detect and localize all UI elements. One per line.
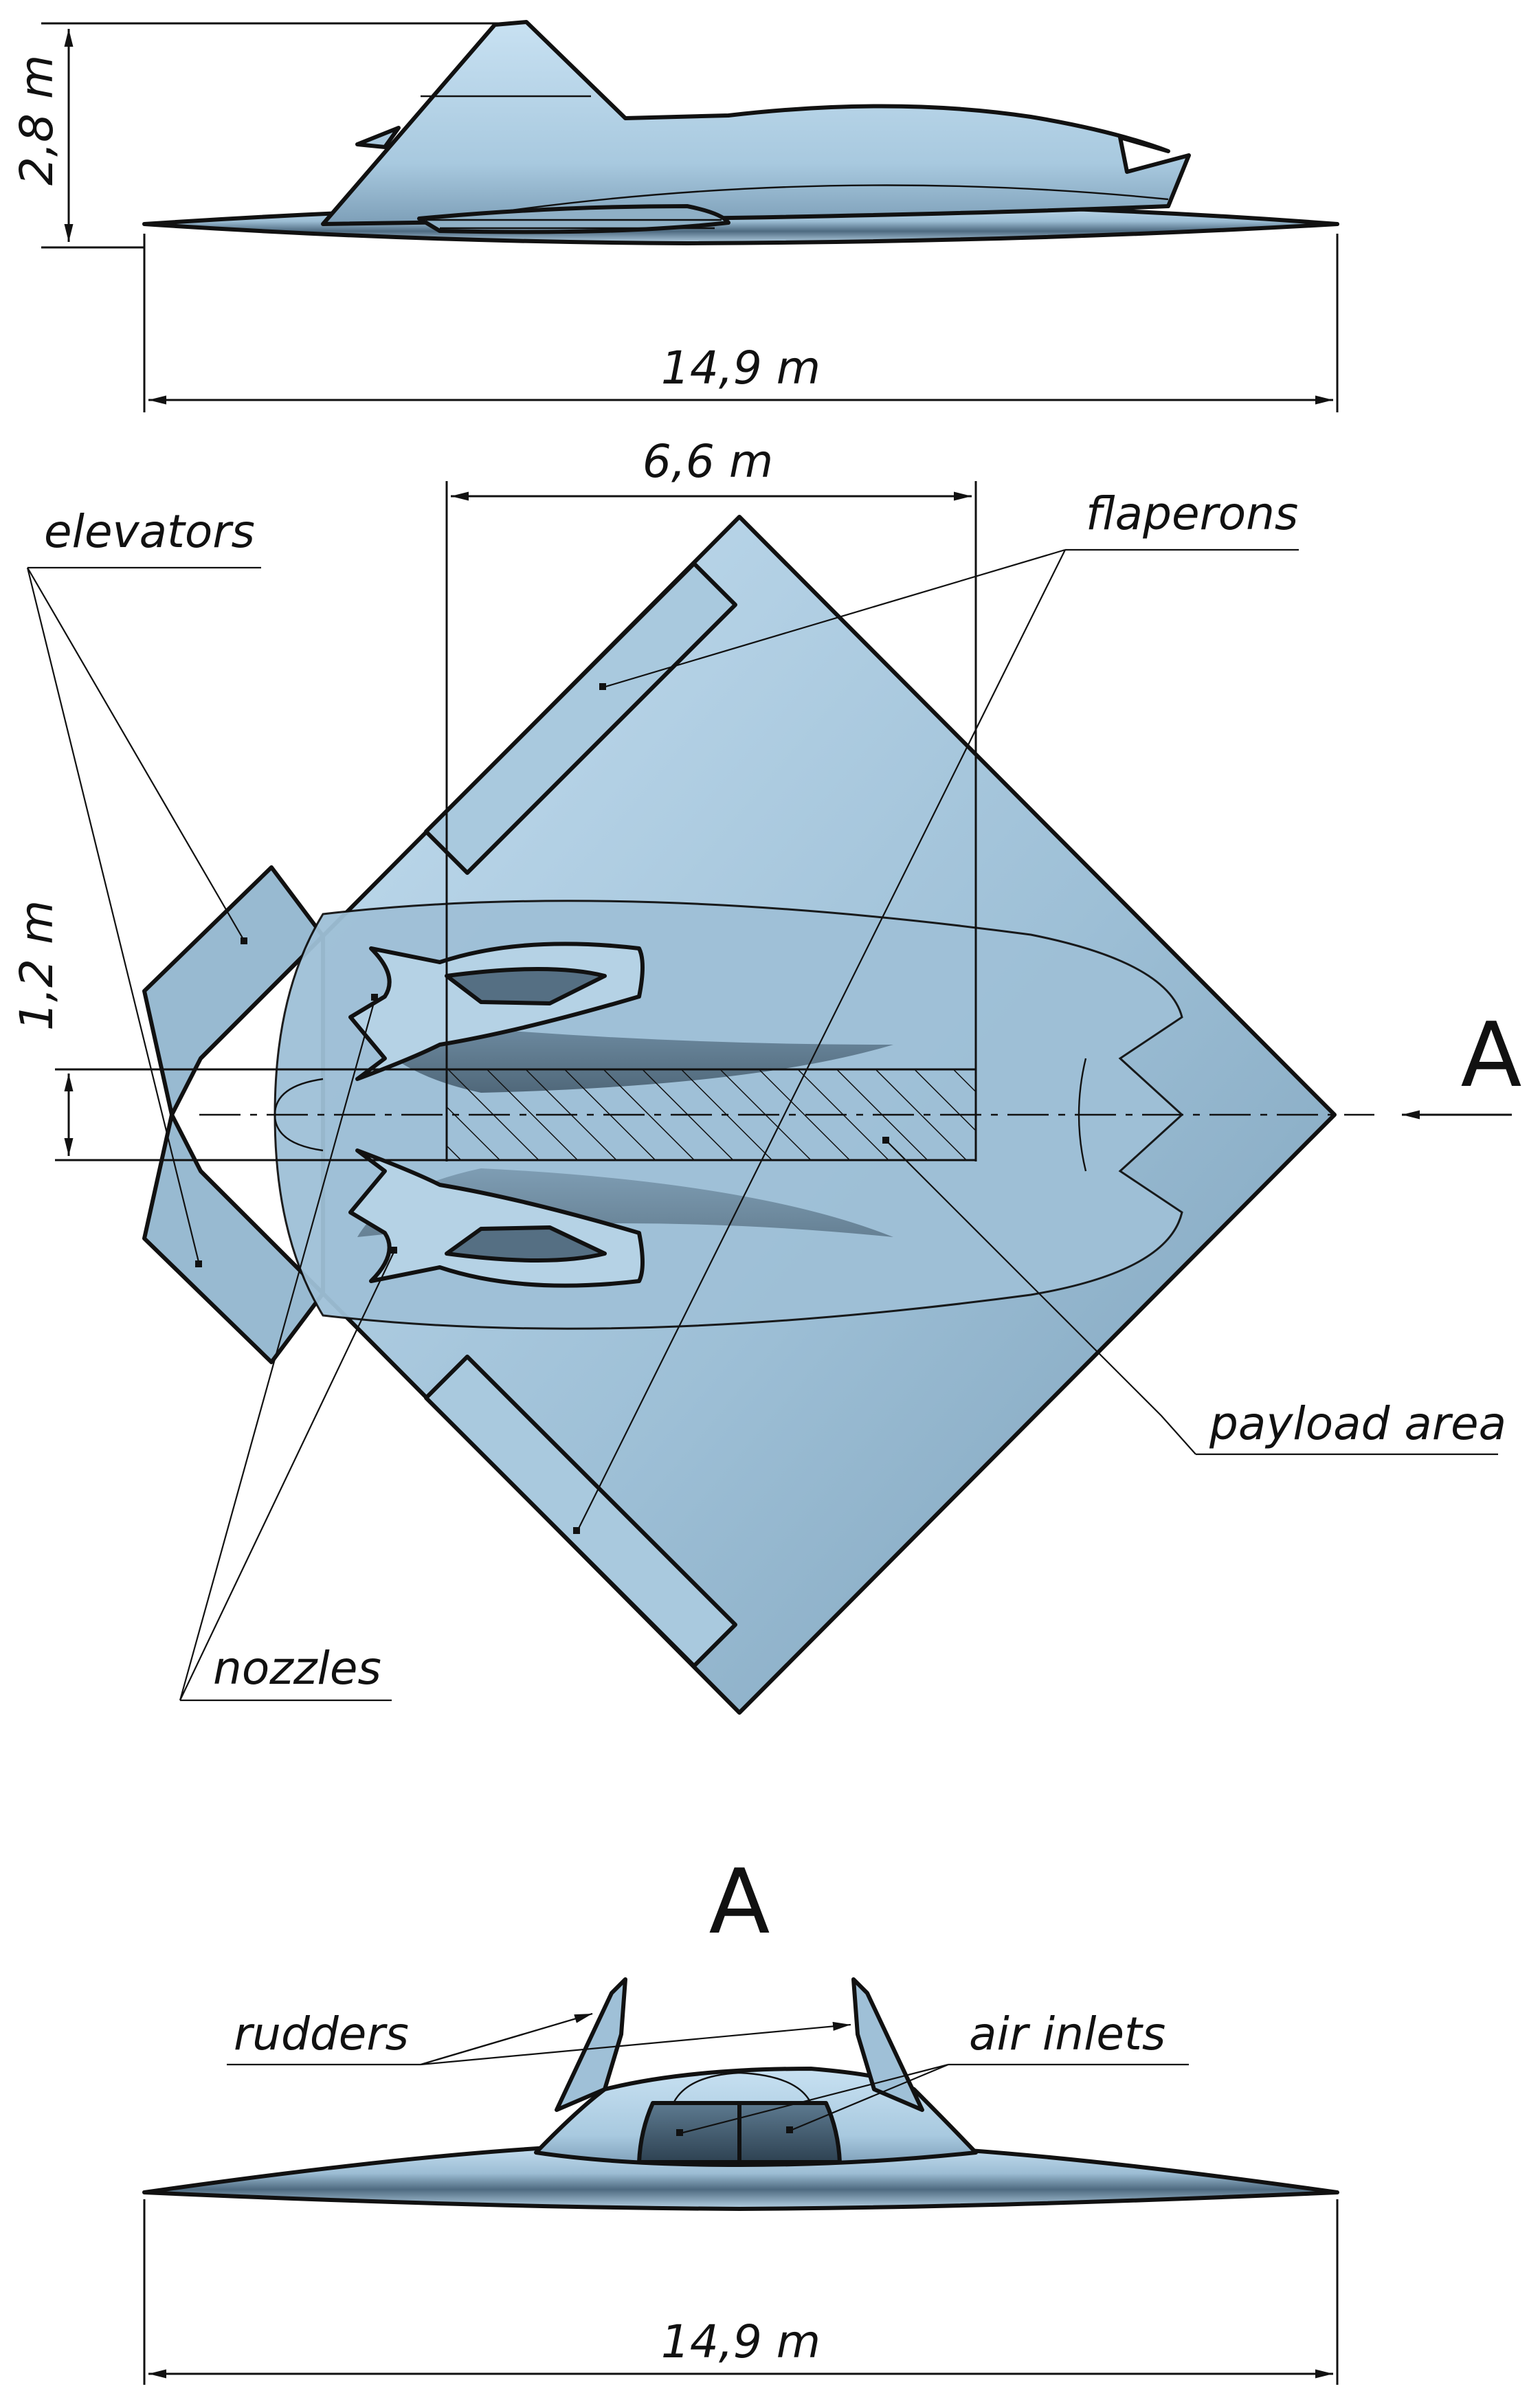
front-view [142, 1977, 1339, 2211]
label-elevators: elevators [44, 505, 255, 558]
payload-width-dimension: 1,2 m [10, 900, 63, 1031]
inlet-recess-upper [445, 967, 607, 1005]
front-dimensions: 14,9 m [143, 2199, 1339, 2385]
side-inlet-lines [426, 184, 1169, 230]
view-title: A [709, 1849, 770, 1954]
label-flaperons: flaperons [1086, 487, 1298, 540]
elevator-lower [142, 1113, 325, 1364]
side-view [142, 20, 1339, 245]
label-rudders: rudders [234, 2008, 409, 2060]
inlet-recess-lower [445, 1225, 607, 1263]
flaperon-lower [424, 1355, 737, 1668]
air-inlet-left [637, 2101, 741, 2164]
side-dimensions: 2,8 m 14,9 m [10, 22, 1339, 412]
label-air-inlets: air inlets [969, 2008, 1165, 2060]
flaperon-upper [424, 561, 737, 875]
span-dimension-top: 14,9 m [661, 342, 821, 394]
side-small-fin [355, 126, 401, 149]
rudder-left [555, 1977, 627, 2112]
front-labels: rudders air inlets [227, 2008, 1189, 2136]
label-nozzles: nozzles [213, 1642, 381, 1695]
plan-view [142, 515, 1374, 1715]
span-dimension-front: 14,9 m [661, 2315, 821, 2368]
payload-length-dimension: 6,6 m [643, 435, 773, 488]
plan-labels: elevators flaperons payload area nozzles [26, 487, 1506, 1702]
plan-dimensions: 6,6 m 1,2 m [10, 435, 977, 1161]
view-arrow: A [1402, 1003, 1522, 1120]
view-marker: A [1461, 1003, 1522, 1107]
elevator-upper [142, 865, 325, 1117]
height-dimension: 2,8 m [10, 55, 63, 186]
label-payload-area: payload area [1209, 1397, 1506, 1450]
side-fuselage [321, 20, 1191, 226]
canopy-outline [672, 2071, 812, 2104]
